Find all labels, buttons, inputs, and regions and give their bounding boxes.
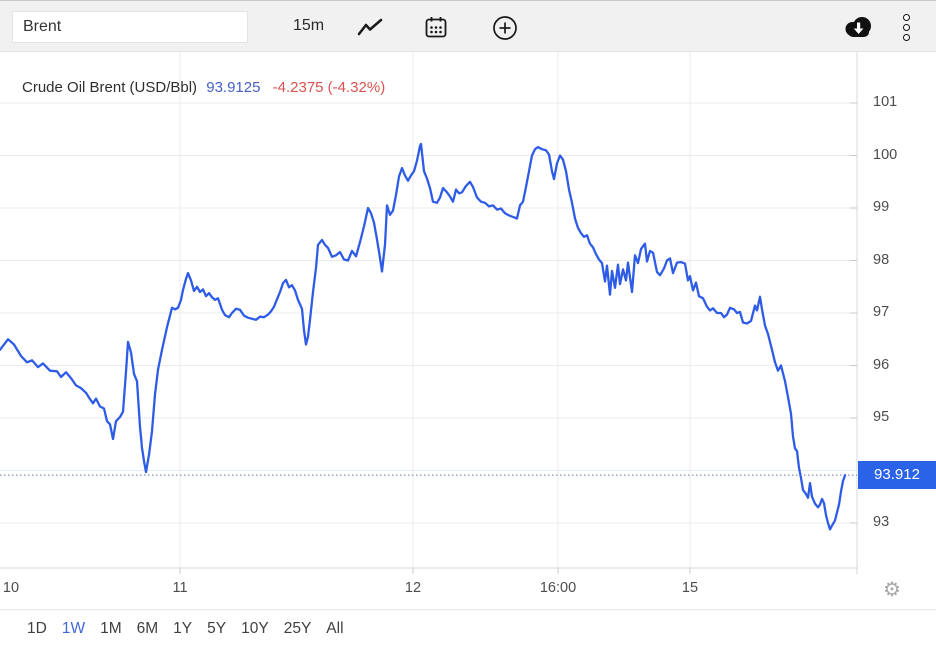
- range-button-6m[interactable]: 6M: [136, 619, 159, 637]
- line-chart-type-icon[interactable]: [355, 15, 385, 41]
- y-axis-label: 101: [873, 94, 898, 110]
- range-button-10y[interactable]: 10Y: [241, 619, 269, 637]
- price-line-series: [0, 142, 847, 531]
- range-button-1d[interactable]: 1D: [27, 619, 47, 637]
- symbol-search-input[interactable]: [12, 11, 248, 43]
- range-button-1w[interactable]: 1W: [61, 619, 86, 637]
- y-axis-label: 98: [873, 251, 890, 268]
- x-axis-label: 15: [681, 580, 699, 596]
- top-toolbar: 15m: [0, 0, 936, 52]
- y-axis-label: 99: [873, 199, 890, 215]
- current-price-badge: 93.912: [858, 461, 936, 489]
- y-axis-label: 93: [873, 514, 890, 530]
- x-axis-label: 16:00: [539, 580, 577, 596]
- price-chart[interactable]: [0, 52, 858, 576]
- y-axis-label: 95: [873, 409, 890, 425]
- instrument-legend: Crude Oil Brent (USD/Bbl) 93.9125 -4.237…: [22, 79, 385, 96]
- range-button-1y[interactable]: 1Y: [173, 619, 193, 637]
- instrument-title: Crude Oil Brent (USD/Bbl): [22, 79, 198, 96]
- settings-gear-icon[interactable]: ⚙: [883, 579, 901, 601]
- range-selector: 1D 1W 1M 6M 1Y 5Y 10Y 25Y All: [0, 609, 936, 647]
- range-button-5y[interactable]: 5Y: [207, 619, 227, 637]
- calendar-icon[interactable]: [422, 15, 452, 41]
- range-button-25y[interactable]: 25Y: [283, 619, 312, 637]
- kebab-menu-icon[interactable]: [901, 14, 911, 42]
- price-change-value: -4.2375 (-4.32%): [272, 79, 386, 96]
- y-axis-label: 100: [873, 146, 898, 163]
- y-axis-label: 97: [873, 304, 890, 320]
- add-circle-icon[interactable]: [491, 15, 521, 41]
- range-button-all[interactable]: All: [326, 619, 344, 637]
- x-axis-label: 12: [404, 580, 422, 596]
- range-button-1m[interactable]: 1M: [100, 619, 122, 637]
- interval-selector[interactable]: 15m: [293, 17, 325, 34]
- last-price-value: 93.9125: [206, 79, 261, 96]
- x-axis-label: 10: [2, 580, 20, 596]
- y-axis-label: 96: [873, 356, 890, 373]
- x-axis-label: 11: [172, 580, 188, 596]
- price-axis: 101 100 99 98 97 96 95 93: [858, 52, 936, 576]
- download-cloud-icon[interactable]: [843, 16, 873, 42]
